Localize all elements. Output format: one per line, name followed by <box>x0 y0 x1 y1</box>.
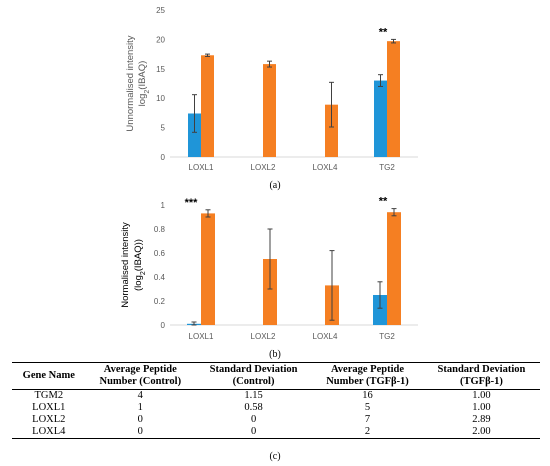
category-label: TG2 <box>379 332 395 341</box>
bar-tgfb <box>387 212 401 325</box>
y-tick-label: 0.4 <box>154 273 166 282</box>
y-tick-label: 15 <box>156 65 165 74</box>
table-header-cell: Standard Deviation (TGFβ-1) <box>422 362 540 390</box>
chart-panel-a: 0 5 10 15 20 25 Unnormalised intensity log2(IBA… <box>125 6 418 172</box>
table-cell: 0.58 <box>244 402 263 413</box>
table-row: TGM2 4 1.15 16 1.00 <box>12 390 540 403</box>
y-tick-label: 1 <box>161 201 166 210</box>
table-cell: 1.15 <box>244 390 263 401</box>
significance-marker: ** <box>379 26 388 38</box>
chart-panel-b: 0 0.2 0.4 0.6 0.8 1 Normalised intensity (log2(… <box>120 196 418 341</box>
table-cell: 0 <box>250 414 257 425</box>
table-header-row: Gene Name Average Peptide Number (Control)… <box>12 362 540 390</box>
table-cell: 1.00 <box>472 390 491 401</box>
y-axis-label-unit: (log2(IBAQ)) <box>133 239 147 291</box>
table-cell: 1.00 <box>472 402 491 413</box>
table-row: LOXL1 1 0.58 5 1.00 <box>12 402 540 414</box>
table-body: TGM2 4 1.15 16 1.00 LOXL1 1 0.58 5 1.00 LOXL2 0 0 7 2.… <box>12 390 540 439</box>
y-axis-label: Normalised intensity <box>120 222 131 308</box>
table-cell: 2.00 <box>422 426 540 439</box>
table-header-cell: Standard Deviation (Control) <box>195 362 313 390</box>
table-row: LOXL4 0 0 2 2.00 <box>12 426 540 439</box>
table-header-cell: Gene Name <box>12 362 86 390</box>
table-cell: LOXL1 <box>32 402 66 413</box>
bar-tgfb <box>263 64 276 157</box>
table-cell: TGM2 <box>34 390 64 401</box>
table-row: LOXL2 0 0 7 2.89 <box>12 414 540 426</box>
y-tick-label: 20 <box>156 35 165 44</box>
significance-marker: *** <box>185 197 199 209</box>
y-tick-label: 10 <box>156 94 165 103</box>
y-axis-label: Unnormalised intensity <box>125 35 136 131</box>
significance-marker: ** <box>379 196 388 208</box>
y-tick-label: 25 <box>156 6 165 15</box>
table-cell: 0 <box>137 414 143 425</box>
table-cell: LOXL2 <box>32 414 66 425</box>
table-header-cell: Average Peptide Number (Control) <box>85 362 196 390</box>
table-cell: 2 <box>312 426 423 439</box>
table-header-cell: Average Peptide Number (TGFβ-1) <box>312 362 423 390</box>
y-axis-label-unit: log2(IBAQ) <box>137 61 151 107</box>
category-label: LOXL2 <box>251 163 276 172</box>
table-cell: 5 <box>364 402 371 413</box>
panel-b-caption: (b) <box>269 349 281 360</box>
table-cell: LOXL4 <box>12 426 86 439</box>
bar-tgfb <box>201 55 214 157</box>
panel-c-caption: (c) <box>269 451 281 462</box>
panel-a-caption: (a) <box>269 180 280 191</box>
table-cell: 4 <box>137 390 143 401</box>
y-tick-label: 0 <box>161 153 166 162</box>
table-cell: 2.89 <box>472 414 491 425</box>
y-tick-label: 0 <box>161 321 166 330</box>
bar-control <box>188 113 201 157</box>
peptide-table: Gene Name Average Peptide Number (Control)… <box>12 362 540 439</box>
category-label: LOXL4 <box>313 332 338 341</box>
category-label: LOXL4 <box>313 163 338 172</box>
y-tick-label: 0.6 <box>154 249 166 258</box>
bar-tgfb <box>263 259 277 325</box>
bar-tgfb <box>387 41 400 157</box>
bar-tgfb <box>325 104 338 157</box>
category-label: LOXL2 <box>251 332 276 341</box>
category-label: LOXL1 <box>189 332 214 341</box>
table-cell: 1 <box>137 402 143 413</box>
y-tick-label: 0.8 <box>154 225 166 234</box>
bar-tgfb <box>201 213 215 325</box>
table-cell: 0 <box>85 426 196 439</box>
table-cell: 16 <box>362 390 373 401</box>
category-label: TG2 <box>379 163 395 172</box>
bar-control <box>373 295 387 325</box>
y-tick-label: 5 <box>161 124 166 133</box>
y-tick-label: 0.2 <box>154 297 166 306</box>
category-label: LOXL1 <box>189 163 214 172</box>
bar-control <box>374 80 387 157</box>
table-cell: 7 <box>364 414 371 425</box>
table-cell: 0 <box>195 426 313 439</box>
